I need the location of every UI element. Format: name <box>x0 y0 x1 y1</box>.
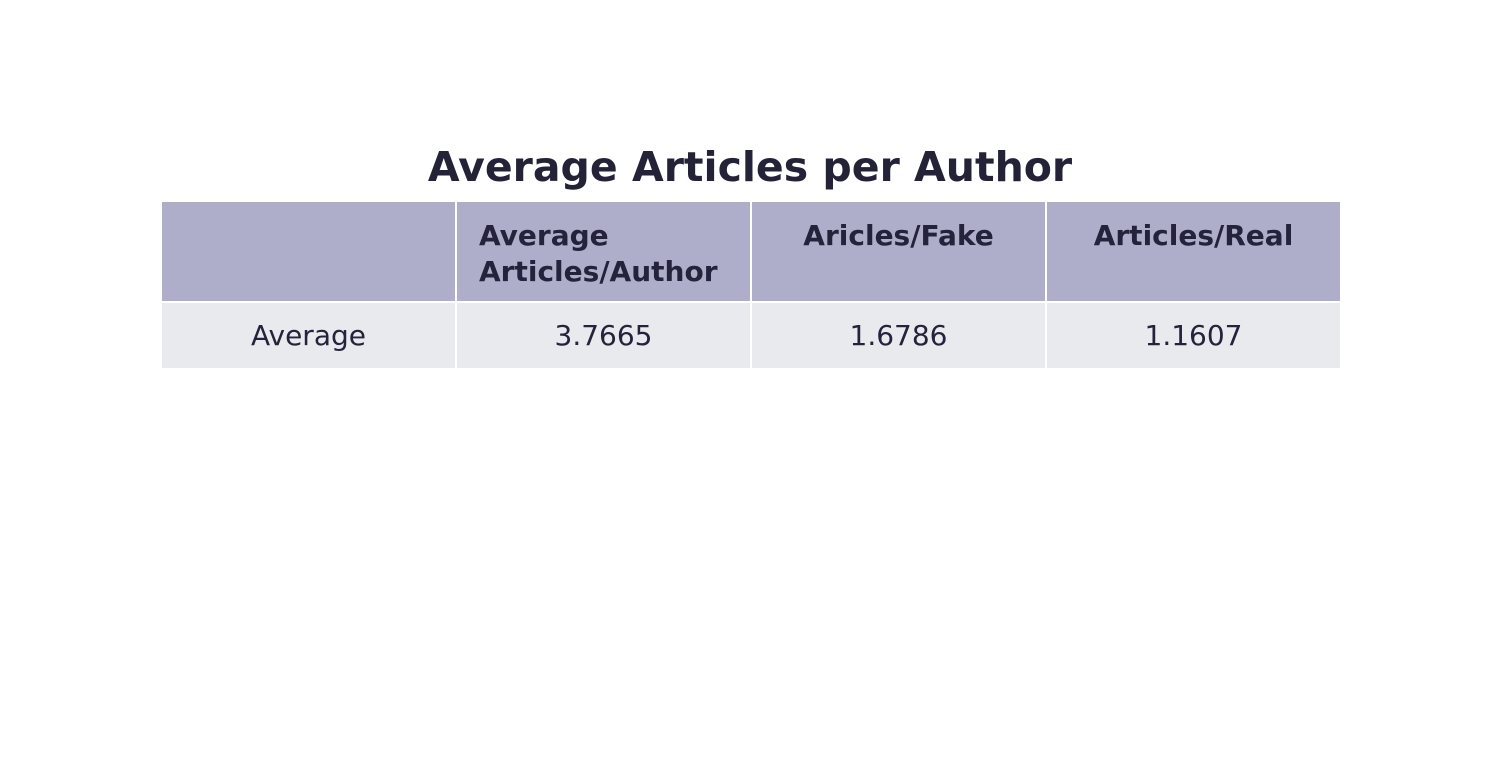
value-cell-articles-real: 1.1607 <box>1045 301 1342 370</box>
data-table: Average Articles/Author Aricles/Fake Art… <box>160 200 1342 370</box>
table-header-row: Average Articles/Author Aricles/Fake Art… <box>160 200 1342 303</box>
table-row: Average 3.7665 1.6786 1.1607 <box>160 301 1342 370</box>
value-cell-articles-fake: 1.6786 <box>750 301 1047 370</box>
header-cell-articles-real: Articles/Real <box>1045 200 1342 303</box>
value-cell-average-articles-author: 3.7665 <box>455 301 752 370</box>
header-cell-average-articles-author: Average Articles/Author <box>455 200 752 303</box>
header-cell-articles-fake: Aricles/Fake <box>750 200 1047 303</box>
row-label-cell: Average <box>160 301 457 370</box>
header-cell-row-label <box>160 200 457 303</box>
chart-title: Average Articles per Author <box>427 143 1073 191</box>
